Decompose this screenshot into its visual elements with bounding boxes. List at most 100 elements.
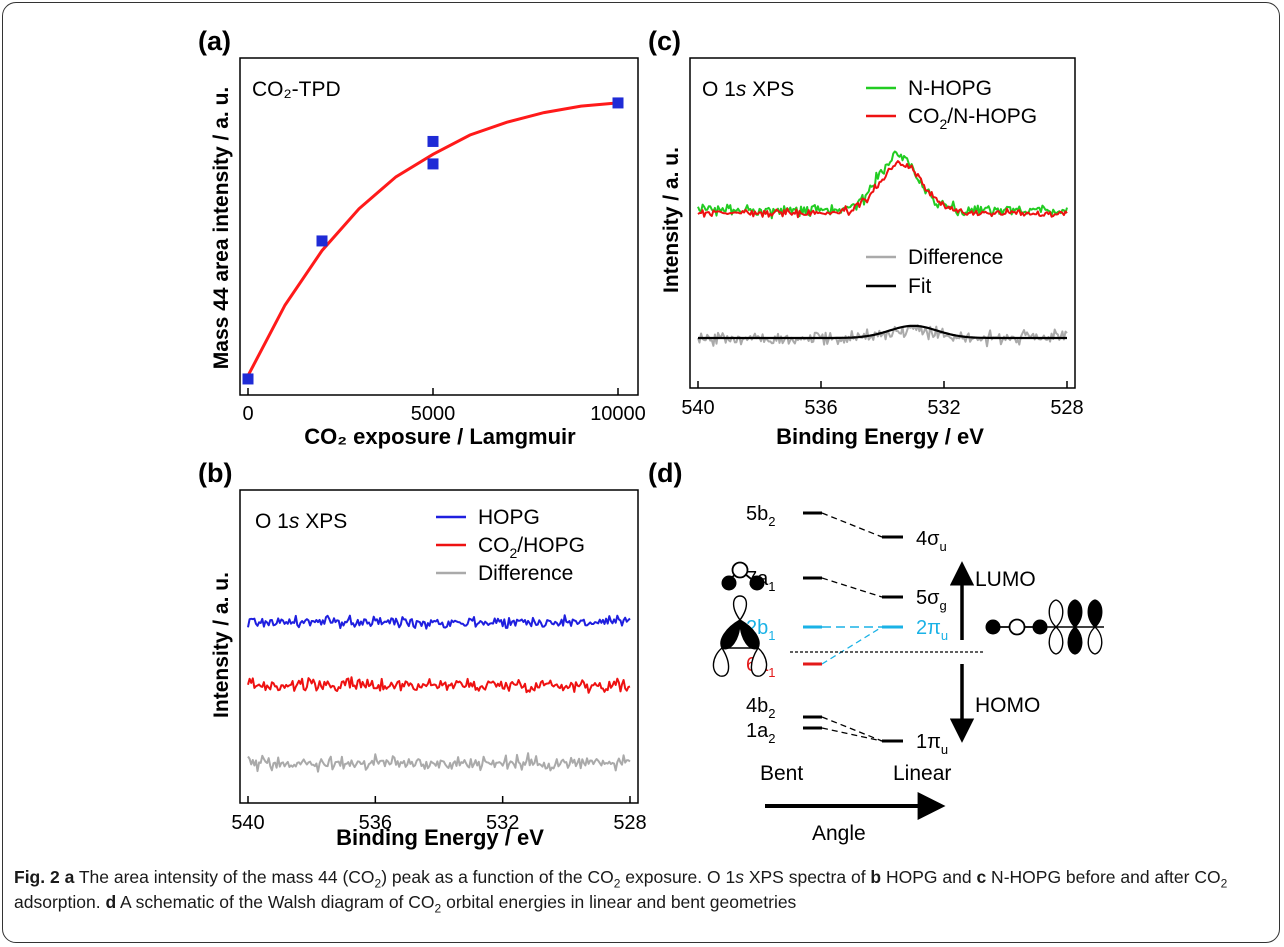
linear-orbital-2pu-icon bbox=[1046, 599, 1104, 655]
panel-c-xtick-label: 536 bbox=[804, 397, 837, 419]
bent-label: Bent bbox=[760, 762, 803, 785]
panel-c-ylabel: Intensity / a. u. bbox=[660, 147, 683, 293]
panel-b-ylabel: Intensity / a. u. bbox=[210, 572, 233, 718]
caption-sub: 2 bbox=[1220, 876, 1228, 891]
caption-c: c bbox=[976, 867, 987, 887]
panel-c: (c) O 1s XPS Intensity / a. u. Binding E… bbox=[648, 26, 1084, 449]
correlation-5b2-4su bbox=[821, 512, 883, 538]
caption-text-1: The area intensity of the mass 44 (CO bbox=[74, 867, 375, 887]
panel-a-axes-frame bbox=[239, 57, 639, 396]
panel-a-data-point bbox=[427, 158, 439, 170]
panel-c-xtick-label: 540 bbox=[681, 397, 714, 419]
panel-b-xtick-label: 536 bbox=[359, 812, 392, 834]
caption-text-6: N-HOPG before and after CO bbox=[986, 867, 1221, 887]
figure-canvas: (a) CO₂-TPD Mass 44 area intensity / a. … bbox=[198, 26, 1104, 850]
panel-b-xtick-label: 528 bbox=[613, 812, 646, 834]
panel-c-series-difference bbox=[697, 324, 1068, 348]
label-1a2: 1a2 bbox=[746, 720, 775, 746]
panel-a-fit-line bbox=[246, 101, 619, 377]
panel-b-series-difference bbox=[247, 752, 631, 773]
label-5sg: 5σg bbox=[916, 587, 947, 613]
panel-c-xtick-label: 528 bbox=[1050, 397, 1083, 419]
caption-d: d bbox=[105, 892, 117, 912]
label-4b2: 4b2 bbox=[746, 695, 775, 721]
panel-c-series-fit bbox=[698, 324, 1067, 340]
panel-c-legend-label: CO2/N-HOPG bbox=[908, 105, 1037, 132]
label-1pu: 1πu bbox=[916, 731, 948, 757]
caption-text-7: adsorption. bbox=[14, 892, 106, 912]
caption-b: b bbox=[870, 867, 882, 887]
label-2pu: 2πu bbox=[916, 617, 948, 643]
bent-orbital-6a1-icon bbox=[712, 595, 768, 677]
correlation-6a1-2pu bbox=[821, 626, 883, 665]
correlation-7a1-5sg bbox=[821, 577, 883, 598]
correlation-4b2-1pu bbox=[821, 716, 883, 742]
correlation-1a2-1pu bbox=[821, 727, 883, 742]
caption-text-8: A schematic of the Walsh diagram of CO bbox=[116, 892, 435, 912]
panel-a-plot bbox=[242, 97, 624, 385]
panel-b-xtick-label: 532 bbox=[486, 812, 519, 834]
caption-a: a bbox=[64, 867, 75, 887]
caption-sub: 2 bbox=[613, 876, 621, 891]
panel-c-series-co-n-hopg bbox=[697, 160, 1068, 219]
lumo-label: LUMO bbox=[975, 568, 1036, 591]
panel-c-annotation: O 1s XPS bbox=[702, 78, 794, 101]
panel-b: (b) O 1s XPS Intensity / a. u. Binding E… bbox=[198, 458, 647, 850]
panel-a-data-point bbox=[242, 373, 254, 385]
panel-a-label: (a) bbox=[198, 26, 231, 56]
panel-c-legend-label: Difference bbox=[908, 246, 1003, 269]
panel-b-series-hopg bbox=[247, 614, 631, 630]
panel-b-plot bbox=[247, 614, 631, 773]
panel-b-ticks: 540 536 532 528 bbox=[231, 796, 647, 834]
panel-d: (d) 5b2 7a1 2b1 6a1 4b2 1a2 4σu 5σg 2πu bbox=[648, 458, 1104, 845]
panel-c-ticks: 540 536 532 528 bbox=[681, 381, 1084, 419]
caption-fig-label: Fig. 2 bbox=[14, 867, 60, 887]
panel-a-ylabel: Mass 44 area intensity / a. u. bbox=[210, 87, 233, 369]
panel-c-series-n-hopg bbox=[697, 150, 1068, 220]
panel-a-xlabel: CO₂ exposure / Lamgmuir bbox=[304, 424, 576, 449]
caption-italic-s: s bbox=[735, 867, 744, 887]
panel-c-xlabel: Binding Energy / eV bbox=[776, 424, 984, 449]
caption-text-3: exposure. O 1 bbox=[620, 867, 736, 887]
panel-a-annotation: CO₂-TPD bbox=[252, 78, 341, 101]
angle-label: Angle bbox=[812, 822, 866, 845]
panel-a-data-point bbox=[427, 135, 439, 147]
label-5b2: 5b2 bbox=[746, 503, 775, 529]
panel-b-xtick-label: 540 bbox=[231, 812, 264, 834]
panel-b-xlabel: Binding Energy / eV bbox=[336, 825, 544, 850]
figure-caption: Fig. 2 a The area intensity of the mass … bbox=[14, 865, 1269, 915]
homo-label: HOMO bbox=[975, 694, 1040, 717]
panel-c-plot bbox=[697, 150, 1068, 348]
caption-sub: 2 bbox=[434, 901, 442, 916]
panel-c-legend: N-HOPG CO2/N-HOPG Difference Fit bbox=[866, 77, 1037, 298]
panel-c-legend-label: Fit bbox=[908, 275, 931, 298]
panel-b-legend-label: CO2/HOPG bbox=[478, 534, 585, 561]
caption-text-9: orbital energies in linear and bent geom… bbox=[441, 892, 797, 912]
panel-b-legend-label: HOPG bbox=[478, 506, 540, 529]
panel-c-label: (c) bbox=[648, 26, 681, 56]
bent-molecule-icon bbox=[721, 561, 765, 591]
panel-a: (a) CO₂-TPD Mass 44 area intensity / a. … bbox=[198, 26, 646, 449]
panel-a-ticks: 0 5000 10000 bbox=[242, 388, 646, 425]
panel-b-axes-frame bbox=[239, 489, 639, 804]
panel-b-annotation: O 1s XPS bbox=[255, 510, 347, 533]
panel-a-data-point bbox=[316, 235, 328, 247]
caption-text-4: XPS spectra of bbox=[743, 867, 871, 887]
panel-a-xtick-label: 10000 bbox=[590, 403, 646, 425]
panel-c-axes-frame bbox=[689, 57, 1076, 389]
caption-text-2: ) peak as a function of the CO bbox=[381, 867, 614, 887]
panel-b-legend-label: Difference bbox=[478, 562, 573, 585]
label-4su: 4σu bbox=[916, 528, 947, 554]
panel-b-series-co-hopg bbox=[247, 676, 631, 694]
panel-a-xtick-label: 5000 bbox=[411, 403, 456, 425]
panel-c-legend-label: N-HOPG bbox=[908, 77, 992, 100]
linear-label: Linear bbox=[893, 762, 951, 785]
panel-c-xtick-label: 532 bbox=[927, 397, 960, 419]
panel-a-data-point bbox=[612, 97, 624, 109]
panel-a-xtick-label: 0 bbox=[242, 403, 253, 425]
panel-b-label: (b) bbox=[198, 458, 232, 488]
caption-sub: 2 bbox=[374, 876, 382, 891]
panel-d-label: (d) bbox=[648, 458, 682, 488]
